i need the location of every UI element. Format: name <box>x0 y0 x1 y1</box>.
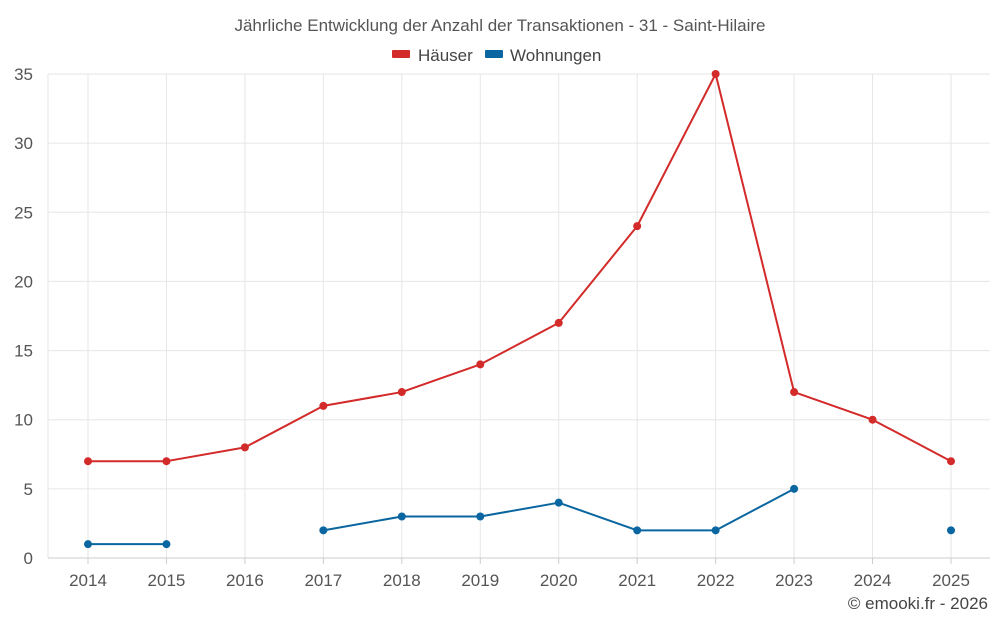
series-layer <box>84 70 955 549</box>
x-tick-label: 2025 <box>932 571 970 590</box>
data-point-0-2014[interactable] <box>84 457 92 466</box>
x-tick-label: 2014 <box>69 571 107 590</box>
data-point-1-2014[interactable] <box>84 540 92 549</box>
legend-label-0[interactable]: Häuser <box>418 46 473 65</box>
x-tick-label: 2020 <box>540 571 578 590</box>
series-1 <box>84 484 955 549</box>
y-tick-label: 15 <box>14 342 33 361</box>
x-tick-label: 2018 <box>383 571 421 590</box>
legend-swatch-0[interactable] <box>392 50 410 58</box>
y-tick-label: 10 <box>14 411 33 430</box>
data-point-0-2015[interactable] <box>162 457 171 466</box>
data-point-1-2025[interactable] <box>947 526 955 535</box>
y-tick-label: 35 <box>14 65 33 84</box>
x-tick-label: 2023 <box>775 571 813 590</box>
x-tick-label: 2024 <box>854 571 892 590</box>
x-tick-label: 2015 <box>148 571 186 590</box>
data-point-1-2018[interactable] <box>397 512 406 521</box>
data-point-1-2021[interactable] <box>633 526 642 535</box>
data-point-0-2025[interactable] <box>947 457 955 466</box>
data-point-1-2015[interactable] <box>162 540 171 549</box>
y-tick-label: 0 <box>24 549 33 568</box>
data-point-0-2017[interactable] <box>319 401 328 410</box>
grid <box>47 73 990 558</box>
data-point-0-2022[interactable] <box>711 70 720 78</box>
data-point-1-2023[interactable] <box>790 484 799 493</box>
legend-label-1[interactable]: Wohnungen <box>510 46 601 65</box>
x-tick-label: 2017 <box>304 571 342 590</box>
data-point-1-2019[interactable] <box>476 512 485 521</box>
credit-text: © emooki.fr - 2026 <box>848 594 988 613</box>
data-point-0-2024[interactable] <box>868 415 877 424</box>
y-tick-label: 20 <box>14 272 33 291</box>
data-point-1-2020[interactable] <box>554 498 563 507</box>
x-tick-label: 2016 <box>226 571 264 590</box>
data-point-1-2022[interactable] <box>711 526 720 535</box>
data-point-0-2018[interactable] <box>397 388 406 397</box>
chart-title: Jährliche Entwicklung der Anzahl der Tra… <box>234 16 765 35</box>
y-tick-label: 30 <box>14 134 33 153</box>
legend: Häuser Wohnungen <box>392 46 601 65</box>
y-tick-label: 25 <box>14 203 33 222</box>
x-tick-label: 2021 <box>618 571 656 590</box>
data-point-0-2021[interactable] <box>633 222 642 231</box>
data-point-0-2023[interactable] <box>790 388 799 397</box>
data-point-1-2017[interactable] <box>319 526 328 535</box>
data-point-0-2019[interactable] <box>476 360 485 369</box>
legend-swatch-1[interactable] <box>485 50 503 58</box>
series-line-0 <box>88 73 952 463</box>
y-tick-label: 5 <box>24 480 33 499</box>
x-tick-label: 2019 <box>461 571 499 590</box>
data-point-0-2020[interactable] <box>554 318 563 327</box>
data-point-0-2016[interactable] <box>240 443 249 452</box>
x-tick-label: 2022 <box>697 571 735 590</box>
series-0 <box>84 70 955 466</box>
